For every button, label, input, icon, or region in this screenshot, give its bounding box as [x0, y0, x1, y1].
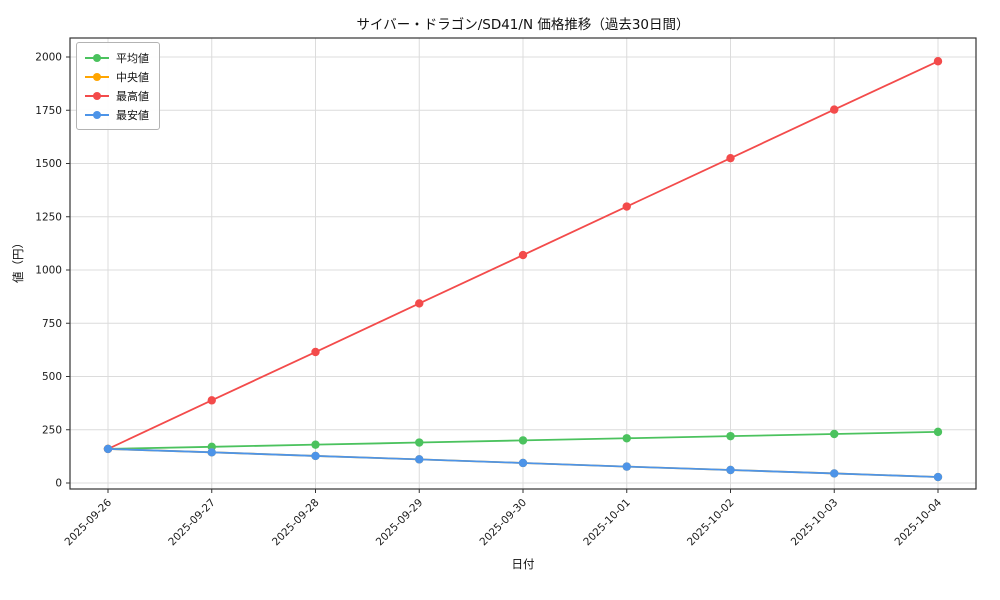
x-tick-label: 2025-10-01: [581, 497, 633, 549]
y-tick-label: 250: [42, 424, 62, 436]
data-point-marker: [622, 462, 631, 471]
data-point-marker: [830, 469, 839, 478]
y-tick-label: 0: [55, 478, 62, 490]
data-point-marker: [415, 299, 424, 308]
x-tick-label: 2025-10-04: [892, 496, 944, 548]
legend-marker-icon: [85, 109, 109, 120]
y-axis-label: 値（円）: [11, 237, 25, 283]
legend: 平均値中央値最高値最安値: [76, 42, 160, 130]
legend-item-label: 最安値: [116, 108, 149, 122]
data-point-marker: [311, 440, 320, 449]
x-tick-label: 2025-10-02: [685, 497, 737, 549]
y-tick-label: 500: [42, 371, 62, 383]
y-tick-label: 750: [42, 318, 62, 330]
legend-item: 最高値: [85, 86, 149, 105]
legend-item: 最安値: [85, 105, 149, 124]
x-tick-label: 2025-10-03: [789, 497, 841, 549]
y-tick-label: 1250: [35, 211, 62, 223]
chart-title: サイバー・ドラゴン/SD41/N 価格推移（過去30日間）: [356, 17, 690, 33]
data-point-marker: [830, 105, 839, 114]
data-point-marker: [726, 153, 735, 163]
y-tick-label: 1500: [35, 158, 62, 170]
legend-item-label: 平均値: [116, 51, 149, 65]
x-tick-label: 2025-09-30: [477, 497, 529, 549]
data-point-marker: [726, 431, 735, 441]
data-point-marker: [103, 444, 113, 454]
legend-item: 平均値: [85, 48, 149, 67]
x-tick-label: 2025-09-29: [374, 497, 426, 549]
x-tick-label: 2025-09-28: [270, 497, 322, 549]
data-point-marker: [622, 202, 631, 211]
data-point-marker: [207, 396, 216, 405]
legend-item-label: 中央値: [116, 70, 149, 84]
x-axis-label: 日付: [511, 557, 535, 571]
data-point-marker: [726, 465, 735, 475]
data-point-marker: [933, 472, 943, 482]
data-point-marker: [518, 458, 528, 468]
data-point-marker: [415, 455, 424, 464]
legend-item: 中央値: [85, 67, 149, 86]
data-point-marker: [622, 434, 631, 443]
x-tick-label: 2025-09-26: [62, 496, 114, 548]
data-point-marker: [311, 347, 320, 357]
y-tick-label: 1000: [35, 265, 62, 277]
legend-marker-icon: [85, 71, 109, 82]
data-point-marker: [518, 250, 528, 260]
data-point-marker: [415, 438, 424, 447]
data-point-marker: [207, 448, 216, 457]
data-point-marker: [933, 427, 943, 437]
legend-marker-icon: [85, 52, 109, 63]
x-tick-label: 2025-09-27: [166, 497, 218, 549]
y-tick-label: 2000: [35, 52, 62, 64]
data-point-marker: [518, 436, 528, 445]
data-point-marker: [311, 451, 320, 461]
legend-item-label: 最高値: [116, 89, 149, 103]
data-point-marker: [933, 57, 943, 66]
data-point-marker: [830, 429, 839, 439]
legend-marker-icon: [85, 90, 109, 101]
y-tick-label: 1750: [35, 105, 62, 117]
